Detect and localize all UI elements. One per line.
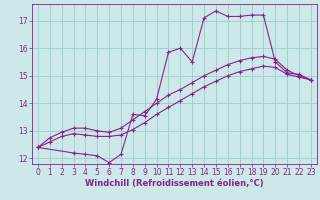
X-axis label: Windchill (Refroidissement éolien,°C): Windchill (Refroidissement éolien,°C) (85, 179, 264, 188)
